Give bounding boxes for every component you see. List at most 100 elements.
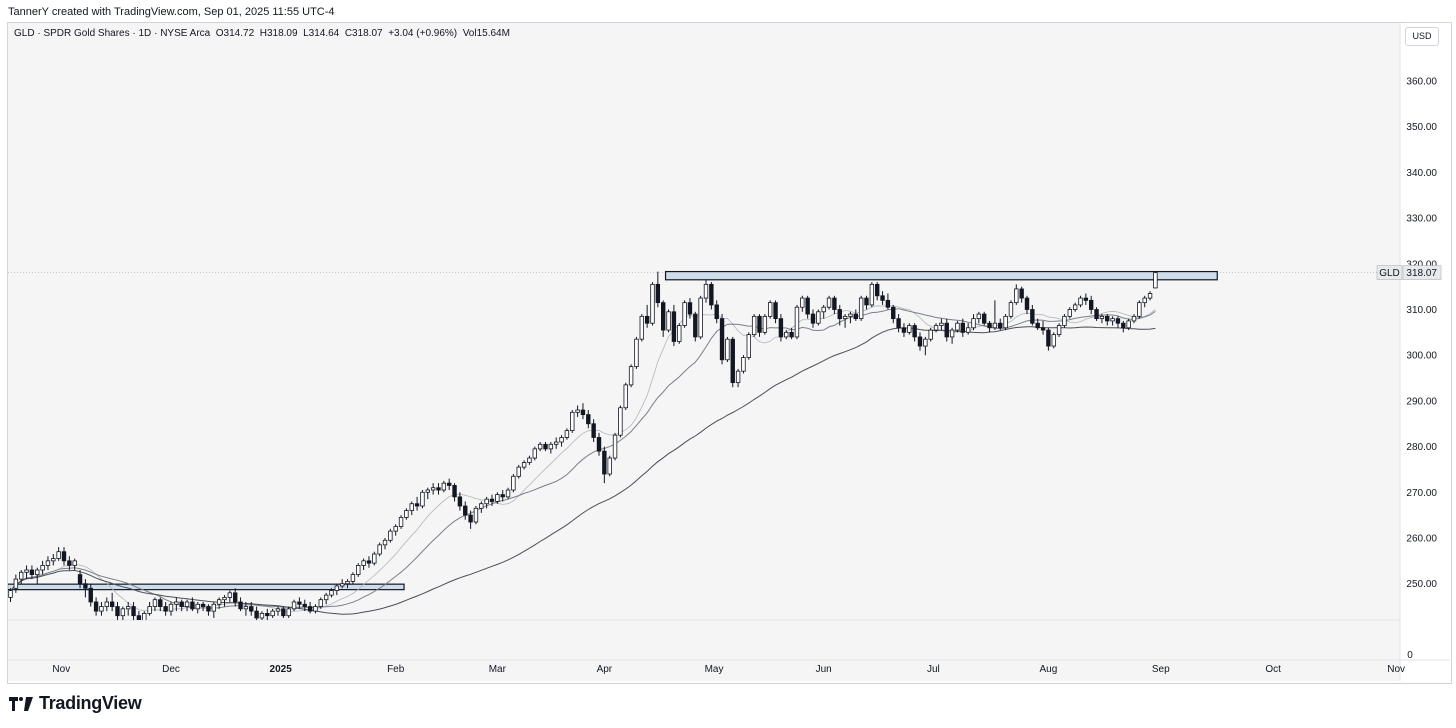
volume-bar bbox=[415, 649, 419, 656]
price-tag-value-box bbox=[1402, 265, 1442, 280]
candle-body bbox=[291, 601, 297, 610]
volume-bar bbox=[335, 647, 339, 656]
volume-bar bbox=[249, 647, 253, 656]
volume-bar bbox=[1111, 649, 1115, 656]
volume-bar bbox=[1004, 645, 1008, 656]
candle-body bbox=[51, 558, 56, 562]
volume-bar bbox=[1025, 643, 1029, 656]
candle-body bbox=[575, 409, 580, 413]
tradingview-logo-icon bbox=[9, 696, 33, 711]
candle-body bbox=[249, 606, 254, 612]
candle-body bbox=[56, 551, 61, 559]
candle-body bbox=[965, 327, 971, 333]
volume-axis-zero: 0 bbox=[1407, 650, 1413, 661]
candle-body bbox=[35, 569, 40, 575]
volume-bar bbox=[1046, 643, 1050, 656]
volume-bar bbox=[174, 647, 178, 656]
candle-body bbox=[404, 510, 409, 518]
candle-body bbox=[350, 574, 356, 582]
candle-body bbox=[200, 603, 206, 607]
tradingview-logo[interactable]: TradingView bbox=[9, 693, 142, 714]
candle-body bbox=[152, 599, 158, 607]
candle-body bbox=[174, 601, 179, 605]
volume-bar bbox=[629, 632, 633, 656]
candle-body bbox=[944, 322, 949, 338]
volume-bar bbox=[806, 645, 810, 656]
volume-bar bbox=[747, 641, 751, 656]
x-tick-label: Sep bbox=[1152, 664, 1170, 675]
legend-interval[interactable]: 1D bbox=[138, 28, 152, 39]
volume-bar bbox=[939, 643, 943, 656]
volume-bar bbox=[961, 647, 965, 656]
volume-bar bbox=[351, 645, 355, 656]
volume-bar bbox=[597, 637, 601, 656]
volume-bar bbox=[148, 647, 152, 656]
volume-bar bbox=[105, 647, 109, 656]
candle-body bbox=[356, 565, 361, 575]
candle-body bbox=[639, 315, 644, 340]
volume-bar bbox=[1116, 647, 1120, 656]
candle-body bbox=[77, 574, 83, 585]
candle-body bbox=[168, 603, 174, 612]
candle-body bbox=[842, 315, 848, 320]
legend-name: SPDR Gold Shares bbox=[43, 28, 130, 39]
candle-body bbox=[709, 283, 714, 306]
legend-open: O314.72 bbox=[215, 28, 255, 39]
volume-bar bbox=[913, 647, 917, 656]
candle-body bbox=[719, 318, 725, 361]
candle-body bbox=[1099, 315, 1105, 320]
candle-body bbox=[1089, 299, 1094, 310]
volume-bar bbox=[458, 647, 462, 656]
volume-bar bbox=[704, 639, 708, 656]
legend-symbol[interactable]: GLD bbox=[14, 28, 35, 39]
volume-bar bbox=[822, 645, 826, 656]
volume-bar bbox=[865, 647, 869, 656]
volume-bar bbox=[185, 647, 189, 656]
volume-bar bbox=[982, 645, 986, 656]
volume-bar bbox=[592, 636, 596, 656]
volume-bar bbox=[1153, 649, 1157, 656]
volume-bar bbox=[479, 647, 483, 656]
volume-bar bbox=[25, 645, 29, 656]
volume-bar bbox=[667, 636, 671, 656]
volume-bar bbox=[126, 647, 130, 656]
candle-body bbox=[420, 491, 425, 507]
volume-bar bbox=[918, 645, 922, 656]
candle-body bbox=[195, 603, 200, 610]
y-tick-label: 280.00 bbox=[1406, 442, 1437, 453]
candle-body bbox=[1142, 297, 1147, 304]
candle-body bbox=[1078, 297, 1083, 306]
volume-bar bbox=[9, 649, 13, 656]
y-tick-label: 260.00 bbox=[1406, 534, 1437, 545]
volume-bar bbox=[1036, 647, 1040, 656]
candle-body bbox=[393, 526, 398, 532]
candle-body bbox=[61, 551, 67, 562]
currency-button[interactable]: USD bbox=[1405, 27, 1439, 46]
volume-bar bbox=[688, 636, 692, 656]
volume-bar bbox=[929, 647, 933, 656]
candle-body bbox=[24, 569, 29, 573]
candle-body bbox=[928, 329, 933, 340]
candle-body bbox=[543, 443, 548, 450]
volume-bar bbox=[89, 649, 93, 656]
symbol-legend: GLD · SPDR Gold Shares · 1D · NYSE Arca … bbox=[14, 28, 510, 39]
candle-body bbox=[602, 450, 607, 475]
candle-body bbox=[762, 315, 768, 333]
candle-body bbox=[751, 315, 757, 336]
candle-body bbox=[29, 569, 35, 575]
candle-body bbox=[243, 606, 249, 610]
candle-body bbox=[1008, 302, 1014, 317]
candle-body bbox=[580, 409, 586, 416]
plot-area[interactable] bbox=[8, 23, 1400, 681]
candle-body bbox=[361, 560, 366, 566]
volume-bar bbox=[677, 639, 681, 656]
candle-body bbox=[1126, 320, 1131, 329]
volume-bar bbox=[83, 647, 87, 656]
moving-average-line bbox=[10, 326, 1156, 615]
volume-bar bbox=[645, 636, 649, 656]
volume-bar bbox=[30, 647, 34, 656]
candle-body bbox=[714, 304, 719, 320]
volume-bar bbox=[752, 639, 756, 656]
volume-bar bbox=[116, 650, 120, 656]
volume-bar bbox=[463, 645, 467, 656]
